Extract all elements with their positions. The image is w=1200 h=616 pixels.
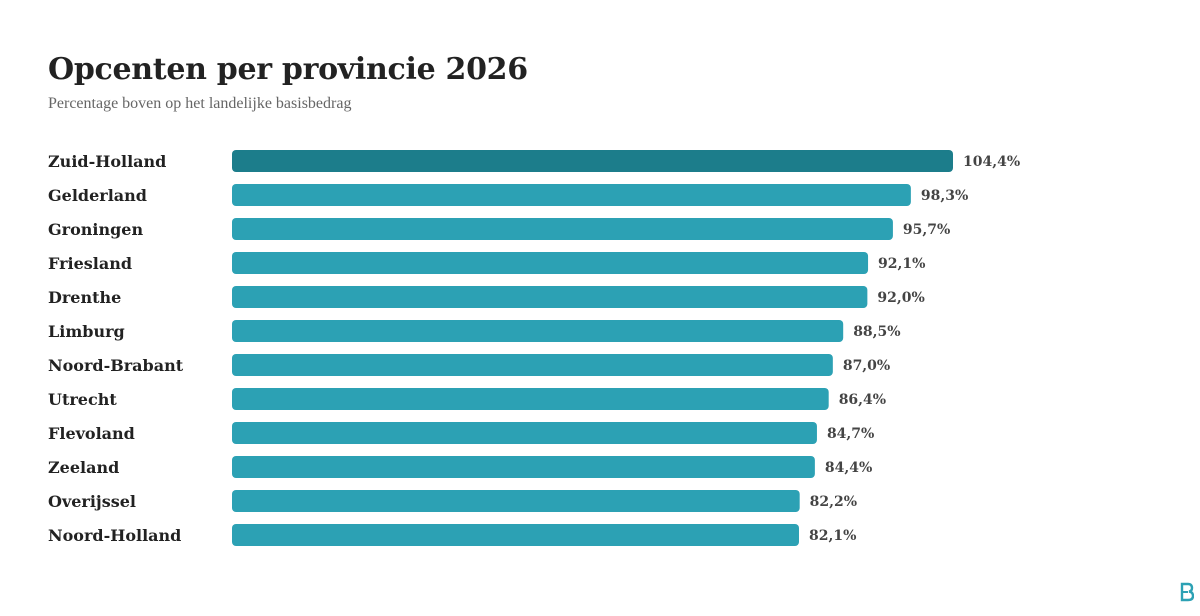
category-label: Flevoland [48, 424, 135, 443]
bar [232, 252, 869, 274]
bar [232, 150, 953, 172]
chart-subtitle: Percentage boven op het landelijke basis… [48, 95, 352, 112]
value-label: 84,4% [825, 460, 872, 476]
value-label: 84,7% [827, 426, 874, 442]
category-label: Noord-Holland [48, 526, 181, 545]
bar [232, 320, 844, 342]
category-label: Utrecht [48, 390, 117, 409]
value-label: 87,0% [843, 358, 890, 374]
value-label: 82,2% [810, 494, 857, 510]
bar [232, 354, 833, 376]
value-label: 98,3% [921, 188, 968, 204]
bar [232, 218, 893, 240]
category-label: Gelderland [48, 186, 147, 205]
chart-title: Opcenten per provincie 2026 [48, 52, 528, 87]
category-label: Zeeland [48, 458, 119, 477]
bar [232, 524, 799, 546]
bar [232, 286, 868, 308]
bar [232, 456, 815, 478]
category-label: Zuid-Holland [48, 152, 166, 171]
value-label: 82,1% [809, 528, 856, 544]
category-label: Noord-Brabant [48, 356, 184, 375]
value-label: 95,7% [903, 222, 950, 238]
category-label: Groningen [48, 220, 143, 239]
value-label: 86,4% [839, 392, 886, 408]
bar [232, 388, 829, 410]
category-label: Drenthe [48, 288, 121, 307]
value-label: 92,1% [878, 256, 925, 272]
value-label: 92,0% [877, 290, 924, 306]
category-label: Friesland [48, 254, 132, 273]
value-label: 104,4% [963, 154, 1020, 170]
category-label: Limburg [48, 322, 125, 341]
category-label: Overijssel [48, 492, 136, 511]
bar [232, 422, 817, 444]
value-label: 88,5% [853, 324, 900, 340]
logo-icon [1180, 582, 1194, 602]
bar [232, 184, 911, 206]
bar [232, 490, 800, 512]
